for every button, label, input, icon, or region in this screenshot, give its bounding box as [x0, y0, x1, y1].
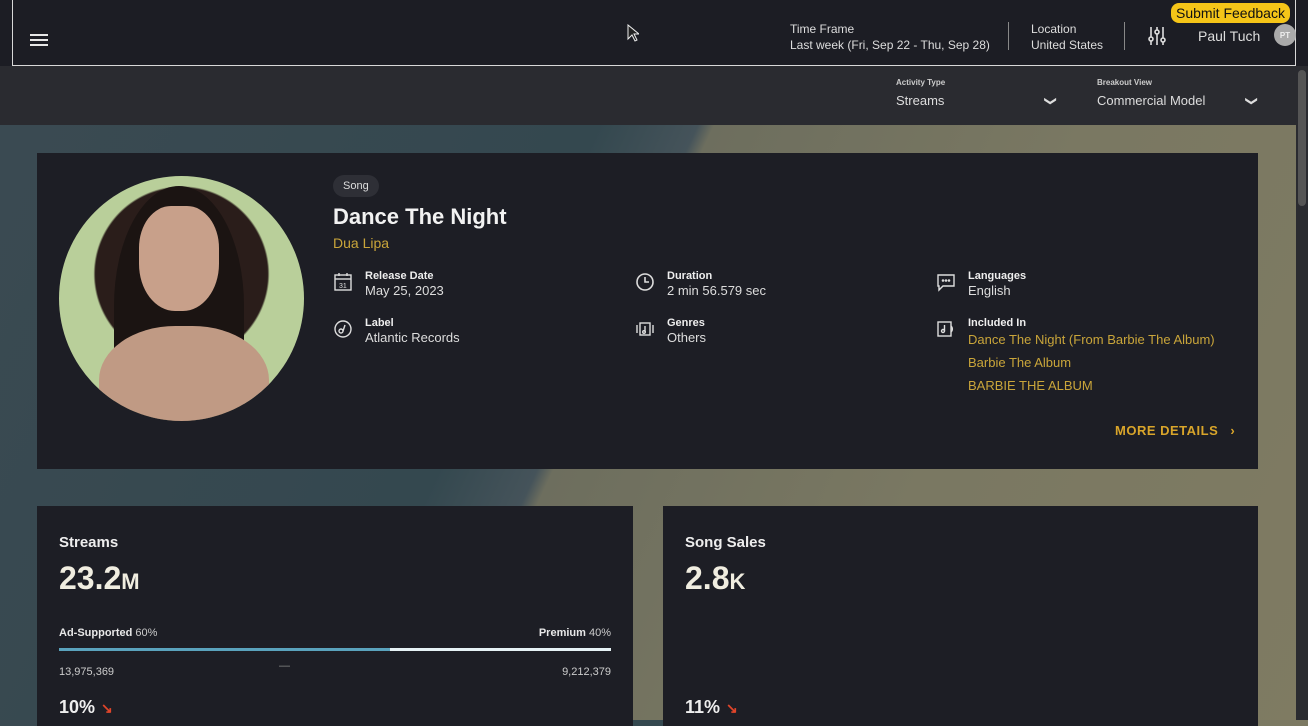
mouse-cursor-icon — [627, 24, 639, 42]
separator-dash: — — [279, 660, 290, 672]
ad-supported-bar-fill — [59, 648, 391, 651]
languages-value: English — [968, 283, 1011, 298]
sales-title: Song Sales — [685, 534, 766, 551]
breakout-view-dropdown[interactable]: Breakout View Commercial Model ❯ — [1097, 78, 1259, 108]
chevron-down-icon: ❯ — [1244, 95, 1259, 107]
ad-supported-count: 13,975,369 — [59, 666, 115, 678]
scrollbar-thumb[interactable] — [1298, 70, 1306, 206]
duration-label: Duration — [667, 270, 713, 282]
music-library-icon — [636, 322, 654, 336]
chevron-down-icon: ❯ — [1043, 95, 1058, 107]
submit-feedback-button[interactable]: Submit Feedback — [1171, 3, 1290, 23]
hamburger-menu-icon[interactable] — [30, 34, 48, 48]
genres-value: Others — [667, 330, 707, 345]
breakout-view-label: Breakout View — [1097, 78, 1152, 87]
location-label: Location — [1031, 22, 1077, 36]
song-info-card: Song Dance The Night Dua Lipa 31 Release… — [37, 153, 1258, 469]
ad-supported-label: Ad-Supported — [59, 627, 133, 639]
streams-value: 23.2M — [59, 560, 140, 597]
duration-value: 2 min 56.579 sec — [667, 283, 767, 298]
streams-title: Streams — [59, 534, 119, 551]
album-icon — [937, 321, 953, 337]
time-frame-value: Last week (Fri, Sep 22 - Thu, Sep 28) — [790, 38, 990, 52]
type-chip: Song — [333, 175, 379, 197]
release-date-label: Release Date — [365, 270, 434, 282]
filter-sliders-icon[interactable] — [1147, 26, 1167, 46]
user-name[interactable]: Paul Tuch — [1198, 28, 1261, 44]
sales-number: 2.8 — [685, 560, 730, 596]
genres-label: Genres — [667, 317, 705, 329]
streams-change: 10% ↘ — [59, 697, 113, 718]
scrollbar[interactable] — [1296, 66, 1308, 720]
premium-label: Premium — [538, 627, 586, 639]
sales-unit: K — [729, 569, 746, 594]
divider — [1124, 22, 1125, 50]
clock-icon — [636, 273, 654, 291]
artist-photo — [59, 176, 304, 421]
song-sales-card: Song Sales 2.8K 11% ↘ — [663, 506, 1258, 726]
streams-unit: M — [121, 569, 140, 594]
disc-icon — [334, 320, 352, 338]
included-link[interactable]: BARBIE THE ALBUM — [968, 378, 1093, 393]
location-selector[interactable]: Location United States — [1031, 21, 1103, 53]
included-in-label: Included In — [968, 317, 1027, 329]
more-details-label: MORE DETAILS — [1115, 423, 1219, 438]
artist-link[interactable]: Dua Lipa — [333, 235, 390, 251]
included-link[interactable]: Barbie The Album — [968, 355, 1072, 370]
activity-type-value: Streams — [896, 93, 945, 108]
streams-change-value: 10% — [59, 697, 96, 717]
streams-card: Streams 23.2M Ad-Supported 60% Premium 4… — [37, 506, 633, 726]
top-header — [12, 0, 1296, 66]
streams-number: 23.2 — [59, 560, 122, 596]
filter-toolbar: Activity Type Streams ❯ Breakout View Co… — [0, 66, 1296, 125]
included-link[interactable]: Dance The Night (From Barbie The Album) — [968, 332, 1215, 347]
chat-bubble-icon — [937, 274, 955, 292]
breakout-view-value: Commercial Model — [1097, 93, 1206, 108]
languages-label: Languages — [968, 270, 1027, 282]
time-frame-selector[interactable]: Time Frame Last week (Fri, Sep 22 - Thu,… — [790, 21, 990, 53]
ad-supported-pct: 60% — [135, 627, 158, 639]
chevron-right-icon: › — [1230, 423, 1236, 438]
trend-down-icon: ↘ — [726, 700, 738, 716]
svg-text:31: 31 — [339, 283, 347, 290]
sales-change-value: 11% — [685, 697, 721, 717]
premium-pct: 40% — [588, 627, 611, 639]
calendar-icon: 31 — [334, 273, 352, 291]
activity-type-label: Activity Type — [896, 78, 946, 87]
commercial-split-bar — [59, 648, 611, 651]
ad-supported-legend: Ad-Supported 60% — [59, 627, 157, 639]
song-title: Dance The Night — [333, 204, 507, 229]
more-details-button[interactable]: MORE DETAILS › — [1115, 423, 1235, 438]
premium-legend: Premium 40% — [539, 627, 611, 639]
sales-value: 2.8K — [685, 560, 745, 597]
label-value: Atlantic Records — [365, 330, 460, 345]
label-label: Label — [365, 317, 394, 329]
release-date-value: May 25, 2023 — [365, 283, 444, 298]
included-in-list: Dance The Night (From Barbie The Album) … — [968, 332, 1215, 401]
time-frame-label: Time Frame — [790, 22, 855, 36]
activity-type-dropdown[interactable]: Activity Type Streams ❯ — [896, 78, 1058, 108]
avatar[interactable]: PT — [1274, 24, 1296, 46]
sales-change: 11% ↘ — [685, 697, 738, 718]
divider — [1008, 22, 1009, 50]
location-value: United States — [1031, 38, 1104, 52]
trend-down-icon: ↘ — [101, 700, 113, 716]
premium-count: 9,212,379 — [562, 666, 611, 678]
